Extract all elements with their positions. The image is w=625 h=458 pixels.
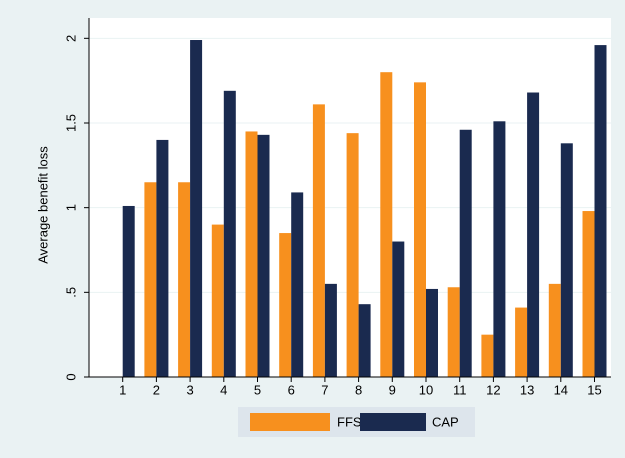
bar [594, 45, 607, 378]
x-tick-label: 15 [587, 382, 601, 397]
bar [312, 104, 325, 377]
bar [211, 224, 224, 377]
x-tick-label: 10 [419, 382, 433, 397]
bar [560, 143, 573, 377]
y-tick-label: 1.5 [63, 114, 78, 132]
bar [582, 211, 595, 377]
bar [414, 82, 426, 377]
bar [122, 205, 135, 377]
bar [190, 40, 203, 377]
bar [291, 192, 304, 377]
y-tick-label: 1 [63, 204, 78, 211]
bar [358, 304, 371, 377]
bar [346, 133, 359, 377]
legend-label: CAP [432, 414, 459, 429]
bar [392, 241, 405, 377]
bar [459, 129, 472, 377]
bar [223, 90, 236, 377]
bar [178, 182, 191, 377]
bar [245, 131, 258, 377]
bar [515, 307, 528, 377]
bar [257, 134, 270, 377]
bar [279, 233, 292, 377]
x-tick-label: 11 [453, 382, 467, 397]
x-tick-label: 4 [220, 382, 227, 397]
x-tick-label: 14 [554, 382, 568, 397]
bar [144, 182, 157, 377]
bar [324, 283, 337, 377]
legend-label: FFS [337, 414, 362, 429]
y-tick-label: 0 [63, 373, 78, 380]
legend-swatch [360, 413, 426, 431]
x-tick-label: 13 [520, 382, 534, 397]
y-tick-label: .5 [63, 287, 78, 298]
legend-swatch [250, 413, 330, 431]
x-tick-label: 7 [321, 382, 328, 397]
y-axis-title: Average benefit loss [35, 146, 50, 264]
bar [481, 334, 494, 377]
x-tick-label: 2 [153, 382, 160, 397]
bar [527, 92, 540, 378]
x-tick-label: 1 [119, 382, 126, 397]
bar [380, 72, 393, 377]
x-tick-label: 8 [355, 382, 362, 397]
x-tick-label: 6 [288, 382, 295, 397]
bar [493, 121, 506, 377]
x-tick-label: 9 [389, 382, 396, 397]
x-tick-label: 3 [186, 382, 193, 397]
x-tick-label: 5 [254, 382, 261, 397]
bar [447, 287, 460, 377]
bar [156, 139, 169, 377]
bar [548, 283, 561, 377]
y-tick-label: 2 [63, 35, 78, 42]
bar [426, 288, 438, 377]
x-tick-label: 12 [486, 382, 500, 397]
